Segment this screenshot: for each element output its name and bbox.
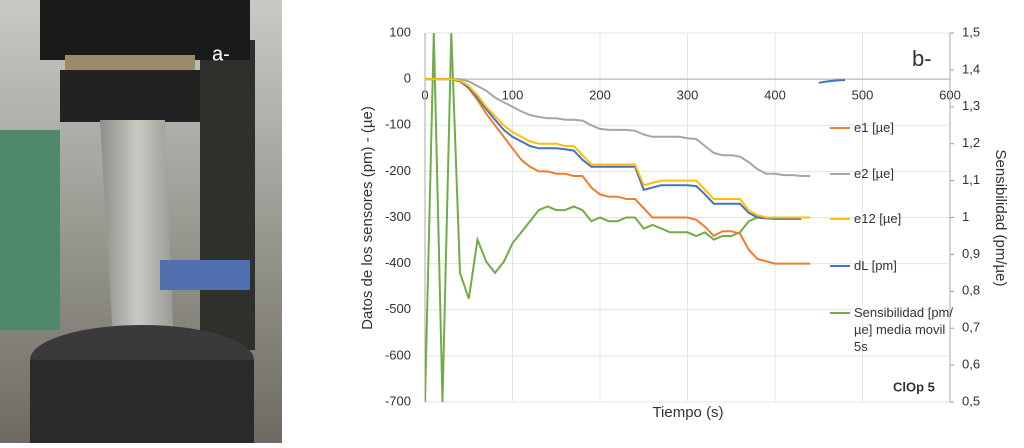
- line-series: [425, 78, 846, 220]
- line-series: [425, 78, 810, 219]
- y2-tick-label: 0,5: [962, 393, 980, 408]
- y-axis-title: Datos de los sensores (pm) - (µe): [359, 106, 376, 330]
- y-tick-label: -600: [385, 347, 411, 362]
- y2-tick-label: 1,1: [962, 172, 980, 187]
- legend-entry: dL [pm]: [854, 258, 897, 273]
- photo-label: a-: [212, 43, 230, 65]
- line-series: [425, 33, 810, 402]
- y2-tick-label: 1,4: [962, 61, 980, 76]
- y-tick-label: -500: [385, 301, 411, 316]
- x-tick-label: 200: [589, 88, 611, 103]
- legend-entry: e1 [µe]: [854, 120, 895, 135]
- legend-label: Sensibilidad [pm/µe] media movil 5s: [854, 305, 953, 354]
- legend-label: e1 [µe]: [854, 120, 895, 135]
- x-tick-label: 100: [502, 88, 524, 103]
- y2-tick-label: 0,8: [962, 283, 980, 298]
- y-tick-label: 0: [404, 71, 411, 86]
- y2-tick-label: 0,9: [962, 246, 980, 261]
- annotation: ClOp 5: [893, 379, 935, 394]
- legend-label: e12 [µe]: [854, 211, 902, 226]
- y2-tick-label: 0,7: [962, 320, 980, 335]
- y2-tick-label: 1,2: [962, 135, 980, 150]
- legend-entry: e12 [µe]: [854, 211, 902, 226]
- y-tick-label: -300: [385, 209, 411, 224]
- y2-tick-label: 1,3: [962, 98, 980, 113]
- y-tick-label: -100: [385, 117, 411, 132]
- x-tick-label: 500: [852, 88, 874, 103]
- x-axis-title: Tiempo (s): [652, 404, 723, 421]
- annotation: b-: [912, 46, 932, 71]
- y2-tick-label: 0,6: [962, 357, 980, 372]
- y-tick-label: -400: [385, 255, 411, 270]
- y-tick-label: 100: [389, 24, 411, 39]
- legend-label: dL [pm]: [854, 258, 897, 273]
- plot-area: [425, 33, 846, 402]
- photo: a-: [0, 0, 282, 443]
- legend-entry: e2 [µe]: [854, 166, 895, 181]
- line-series: [425, 78, 810, 265]
- legend-label: e2 [µe]: [854, 166, 895, 181]
- legend-entry: Sensibilidad [pm/µe] media movil 5s: [854, 305, 953, 354]
- y2-tick-label: 1: [962, 209, 969, 224]
- line-series: [425, 78, 810, 177]
- x-tick-label: 300: [677, 88, 699, 103]
- x-tick-label: 400: [764, 88, 786, 103]
- y-tick-label: -700: [385, 393, 411, 408]
- y2-tick-label: 1,5: [962, 24, 980, 39]
- y2-axis-title: Sensibilidad (pm/µe): [992, 149, 1009, 286]
- y-tick-label: -200: [385, 163, 411, 178]
